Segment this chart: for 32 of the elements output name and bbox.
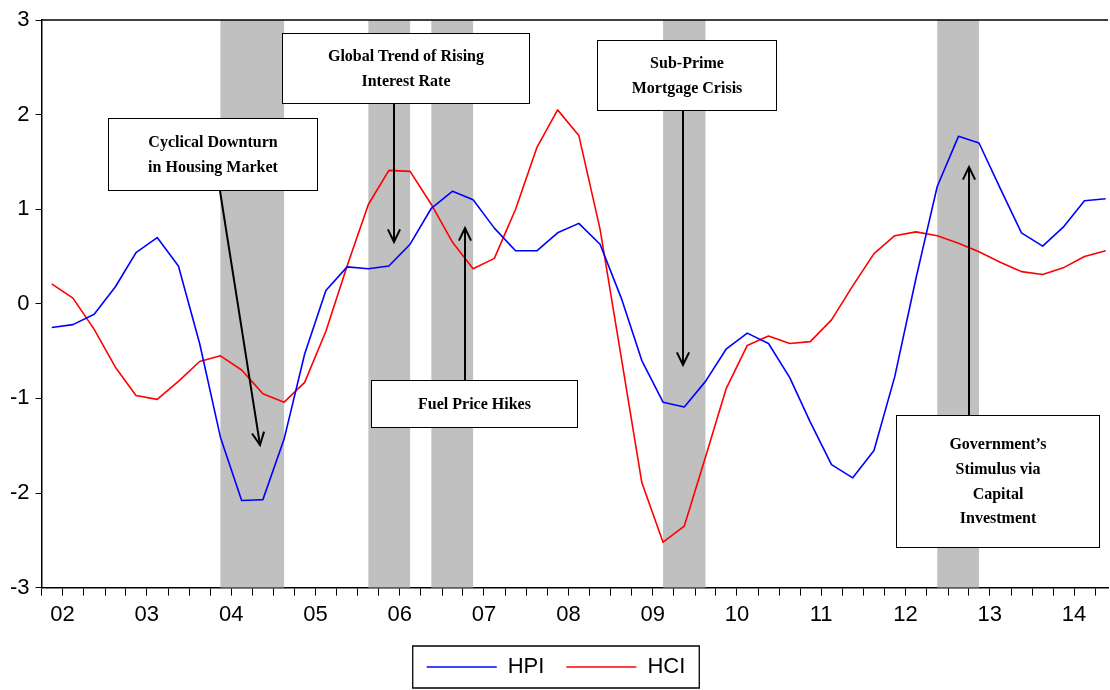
y-tick-label: -1 bbox=[10, 384, 30, 410]
callout-box: Global Trend of Rising Interest Rate bbox=[282, 33, 530, 104]
x-tick-label: 11 bbox=[809, 600, 833, 626]
annotation: Global Trend of Rising Interest Rate bbox=[326, 45, 485, 91]
annotation: Government’s Stimulus via Capital Investment bbox=[948, 433, 1048, 529]
x-tick-label: 12 bbox=[893, 600, 918, 626]
x-tick-label: 06 bbox=[387, 600, 412, 626]
y-tick-label: 3 bbox=[17, 6, 30, 32]
x-tick-label: 03 bbox=[134, 600, 160, 626]
annotation: Fuel Price Hikes bbox=[418, 393, 531, 414]
y-tick-label: 0 bbox=[17, 289, 30, 315]
x-tick-label: 09 bbox=[640, 600, 665, 626]
x-tick-label: 07 bbox=[471, 600, 497, 626]
callout-box: Sub-Prime Mortgage Crisis bbox=[597, 40, 777, 111]
x-tick-label: 13 bbox=[977, 600, 1003, 626]
annotation: Cyclical Downturn in Housing Market bbox=[147, 131, 279, 178]
x-tick-label: 14 bbox=[1061, 600, 1087, 626]
y-tick-label: 1 bbox=[17, 195, 30, 221]
y-tick-label: -3 bbox=[10, 573, 30, 599]
x-tick-label: 04 bbox=[219, 600, 244, 626]
x-tick-label: 10 bbox=[724, 600, 750, 626]
legend-label: HPI bbox=[507, 653, 545, 679]
callout-box: Government’s Stimulus via Capital Investment bbox=[896, 415, 1100, 548]
x-tick-label: 05 bbox=[303, 600, 328, 626]
callout-box: Fuel Price Hikes bbox=[371, 380, 578, 428]
annotation: Sub-Prime Mortgage Crisis bbox=[630, 52, 744, 99]
y-tick-label: 2 bbox=[17, 100, 30, 126]
y-tick-label: -2 bbox=[10, 479, 30, 505]
x-tick-label: 02 bbox=[50, 600, 75, 626]
x-tick-label: 08 bbox=[556, 600, 581, 626]
legend-label: HCI bbox=[647, 653, 686, 679]
callout-box: Cyclical Downturn in Housing Market bbox=[108, 118, 318, 191]
